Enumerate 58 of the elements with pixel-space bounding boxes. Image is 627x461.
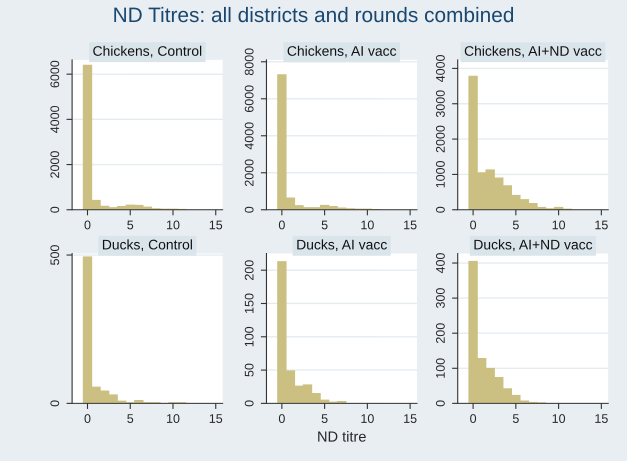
chart-title: Chickens, AI vacc bbox=[288, 46, 396, 58]
y-tick-label: 200 bbox=[436, 323, 445, 343]
x-tick-label: 5 bbox=[322, 414, 328, 423]
y-tick-label: 2000 bbox=[244, 159, 254, 186]
y-tick-label: 0 bbox=[50, 206, 60, 213]
y-tick-label: 6000 bbox=[50, 60, 60, 88]
y-tick-label: 100 bbox=[436, 358, 445, 378]
y-tick-label: 8000 bbox=[244, 48, 254, 76]
x-tick-label: 15 bbox=[210, 220, 222, 230]
y-tick-label: 6000 bbox=[244, 85, 254, 112]
y-tick-label: 150 bbox=[244, 294, 254, 313]
x-tick-label: 10 bbox=[361, 220, 374, 230]
x-tick-label: 5 bbox=[127, 414, 134, 423]
x-tick-label: 15 bbox=[595, 414, 608, 423]
chart-title: Chickens, AI+ND vacc bbox=[464, 46, 602, 58]
y-tick-label: 500 bbox=[50, 245, 60, 265]
chart-title: Chickens, Control bbox=[93, 46, 202, 58]
x-tick-label: 10 bbox=[166, 414, 180, 423]
y-tick-label: 300 bbox=[436, 288, 445, 308]
y-tick-label: 1000 bbox=[436, 161, 445, 188]
x-tick-label: 10 bbox=[361, 414, 374, 423]
x-tick-label: 15 bbox=[210, 414, 222, 423]
y-tick-label: 2000 bbox=[50, 151, 60, 178]
y-tick-label: 2000 bbox=[436, 126, 445, 152]
x-tick-label: 5 bbox=[127, 220, 134, 230]
y-tick-label: 0 bbox=[50, 400, 60, 406]
y-tick-label: 400 bbox=[436, 253, 445, 274]
x-tick-label: 15 bbox=[595, 220, 608, 230]
x-tick-label: 0 bbox=[278, 220, 285, 230]
y-tick-label: 0 bbox=[436, 206, 445, 213]
x-tick-label: 0 bbox=[278, 414, 285, 423]
y-tick-label: 0 bbox=[244, 400, 254, 406]
x-axis-title: ND titre bbox=[318, 431, 366, 442]
x-tick-label: 5 bbox=[322, 220, 328, 230]
y-tick-label: 4000 bbox=[244, 122, 254, 150]
x-tick-label: 0 bbox=[470, 414, 476, 423]
y-tick-label: 3000 bbox=[436, 90, 445, 118]
x-tick-label: 0 bbox=[84, 414, 90, 423]
y-tick-label: 4000 bbox=[50, 106, 60, 133]
x-tick-label: 10 bbox=[166, 220, 180, 230]
x-tick-label: 0 bbox=[84, 220, 90, 230]
y-tick-label: 50 bbox=[244, 364, 254, 377]
y-tick-label: 100 bbox=[244, 326, 254, 346]
x-tick-label: 10 bbox=[552, 414, 566, 423]
y-tick-label: 0 bbox=[436, 400, 445, 406]
y-tick-label: 0 bbox=[244, 206, 254, 213]
x-tick-label: 15 bbox=[404, 414, 417, 423]
x-tick-label: 5 bbox=[512, 220, 519, 230]
y-tick-label: 4000 bbox=[436, 54, 445, 82]
x-tick-label: 10 bbox=[552, 220, 566, 230]
chart-title: Ducks, Control bbox=[102, 239, 192, 252]
x-tick-label: 0 bbox=[470, 220, 476, 230]
x-tick-label: 15 bbox=[404, 220, 417, 230]
chart-title: Ducks, AI vacc bbox=[297, 239, 387, 252]
x-tick-label: 5 bbox=[512, 414, 519, 423]
chart-title: Ducks, AI+ND vacc bbox=[474, 239, 592, 252]
y-tick-label: 200 bbox=[244, 260, 254, 280]
text: ND Titres: all districts and rounds combined bbox=[114, 6, 514, 22]
